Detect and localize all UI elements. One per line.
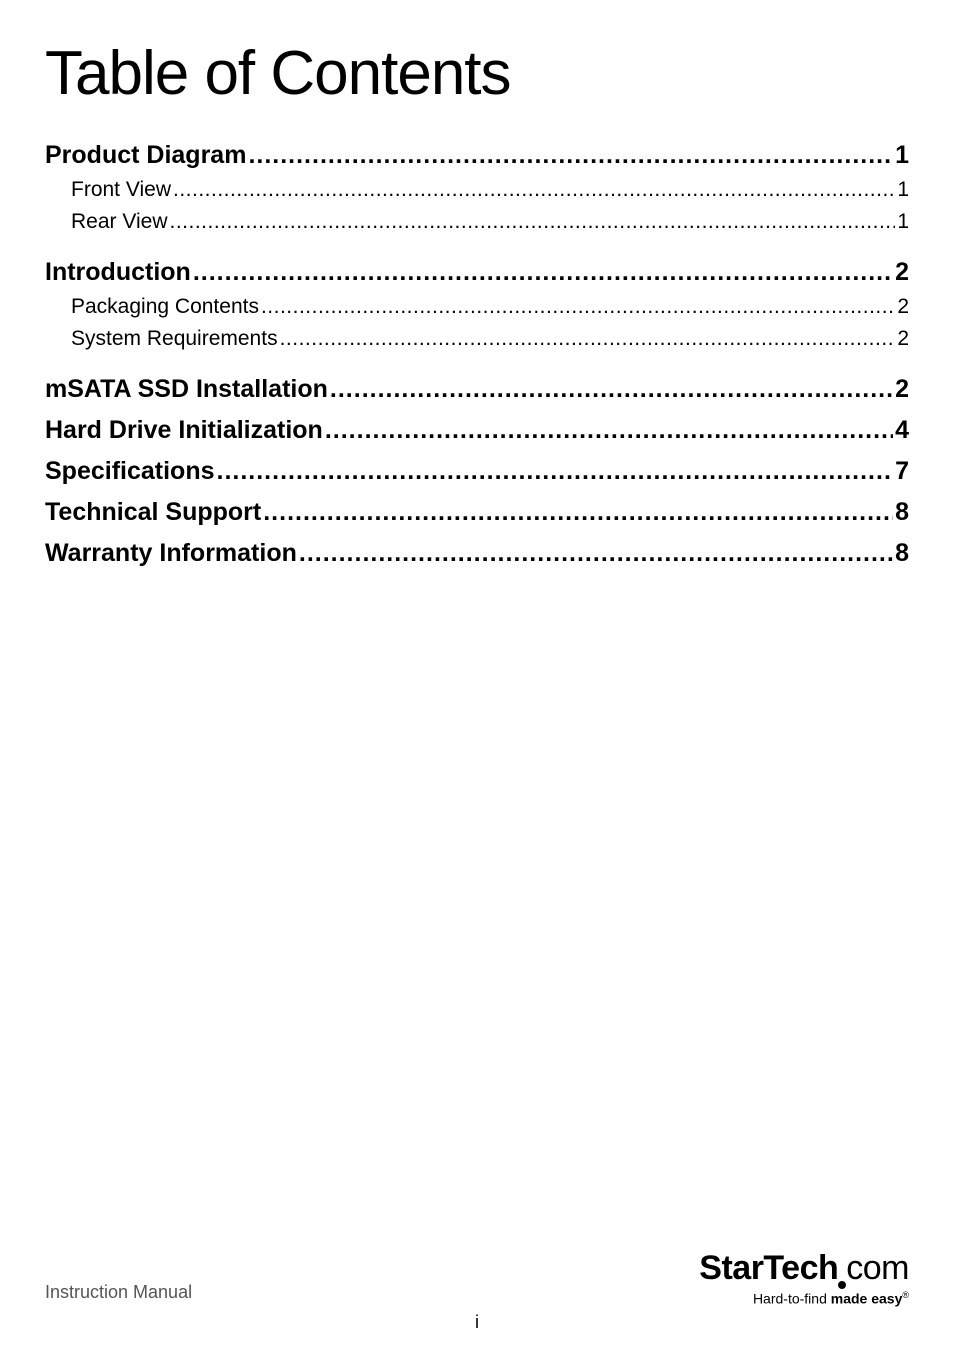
tagline-bold: made easy	[831, 1291, 903, 1307]
toc-section: Technical Support 8	[45, 498, 909, 527]
toc-level1-entry[interactable]: Hard Drive Initialization 4	[45, 416, 909, 445]
toc-level1-entry[interactable]: Product Diagram 1	[45, 141, 909, 170]
toc-level1-entry[interactable]: Introduction 2	[45, 258, 909, 287]
toc-page-number: 1	[897, 178, 909, 202]
page-title: Table of Contents	[45, 38, 909, 109]
toc-level2-entry[interactable]: Front View 1	[45, 178, 909, 202]
brand-tagline: Hard-to-find made easy®	[699, 1290, 909, 1307]
logo-dot-icon	[838, 1281, 846, 1289]
toc-leader-dots	[263, 498, 893, 527]
tagline-normal: Hard-to-find	[753, 1291, 831, 1307]
toc-level1-entry[interactable]: Technical Support 8	[45, 498, 909, 527]
toc-level2-entry[interactable]: Packaging Contents 2	[45, 295, 909, 319]
page-number: i	[475, 1312, 479, 1333]
toc-section: mSATA SSD Installation 2	[45, 375, 909, 404]
footer-document-type: Instruction Manual	[45, 1282, 192, 1307]
toc-label: Hard Drive Initialization	[45, 416, 323, 445]
toc-section: Hard Drive Initialization 4	[45, 416, 909, 445]
toc-leader-dots	[330, 375, 893, 404]
toc-level2-entry[interactable]: Rear View 1	[45, 210, 909, 234]
page-footer: Instruction Manual StarTechcom Hard-to-f…	[45, 1249, 909, 1307]
toc-leader-dots	[248, 141, 893, 170]
toc-label: Packaging Contents	[71, 295, 259, 319]
toc-leader-dots	[217, 457, 894, 486]
toc-leader-dots	[280, 327, 896, 351]
toc-level1-entry[interactable]: Warranty Information 8	[45, 539, 909, 568]
toc-leader-dots	[170, 210, 896, 234]
toc-leader-dots	[299, 539, 893, 568]
logo-bold-part: StarTech	[699, 1249, 838, 1287]
toc-label: mSATA SSD Installation	[45, 375, 328, 404]
toc-page-number: 2	[897, 327, 909, 351]
toc-section: Product Diagram 1 Front View 1 Rear View…	[45, 141, 909, 234]
brand-logo: StarTechcom	[699, 1249, 909, 1288]
toc-leader-dots	[193, 258, 893, 287]
logo-rest-part: com	[846, 1249, 909, 1287]
toc-level2-entry[interactable]: System Requirements 2	[45, 327, 909, 351]
toc-label: Rear View	[71, 210, 168, 234]
footer-brand: StarTechcom Hard-to-find made easy®	[699, 1249, 909, 1307]
toc-page-number: 2	[895, 258, 909, 287]
registered-mark: ®	[902, 1290, 909, 1300]
toc-leader-dots	[325, 416, 893, 445]
table-of-contents: Product Diagram 1 Front View 1 Rear View…	[45, 141, 909, 568]
toc-label: Warranty Information	[45, 539, 297, 568]
toc-label: Specifications	[45, 457, 215, 486]
toc-page-number: 1	[895, 141, 909, 170]
toc-label: System Requirements	[71, 327, 278, 351]
toc-page-number: 2	[895, 375, 909, 404]
toc-label: Front View	[71, 178, 171, 202]
toc-page-number: 8	[895, 539, 909, 568]
toc-section: Warranty Information 8	[45, 539, 909, 568]
toc-label: Product Diagram	[45, 141, 246, 170]
toc-section: Introduction 2 Packaging Contents 2 Syst…	[45, 258, 909, 351]
toc-page-number: 1	[897, 210, 909, 234]
toc-level1-entry[interactable]: Specifications 7	[45, 457, 909, 486]
toc-label: Introduction	[45, 258, 191, 287]
toc-leader-dots	[261, 295, 895, 319]
toc-page-number: 7	[895, 457, 909, 486]
toc-label: Technical Support	[45, 498, 261, 527]
toc-leader-dots	[173, 178, 895, 202]
document-page: Table of Contents Product Diagram 1 Fron…	[0, 0, 954, 1345]
toc-page-number: 8	[895, 498, 909, 527]
toc-page-number: 4	[895, 416, 909, 445]
toc-page-number: 2	[897, 295, 909, 319]
toc-level1-entry[interactable]: mSATA SSD Installation 2	[45, 375, 909, 404]
toc-section: Specifications 7	[45, 457, 909, 486]
